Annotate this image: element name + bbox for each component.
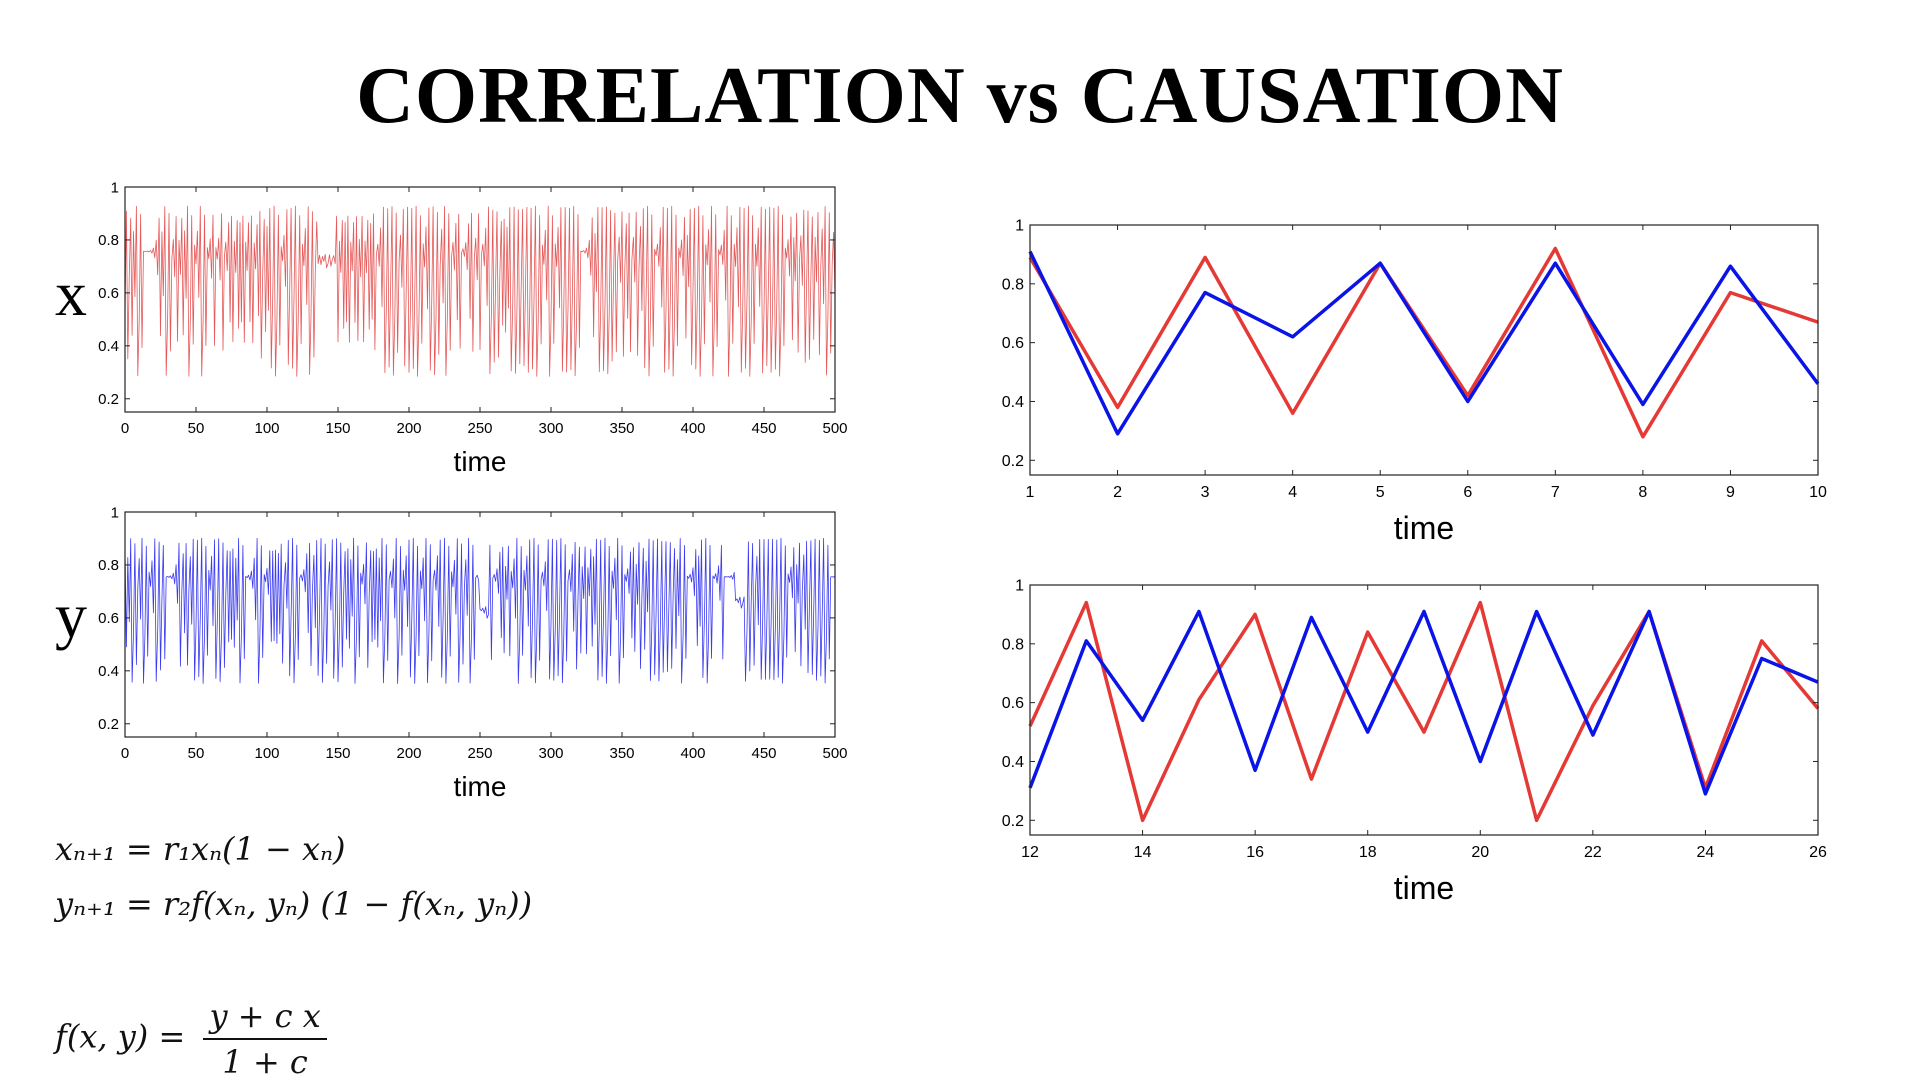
equation-f-numerator: y + c x (203, 1000, 327, 1040)
chart1-series-0-line (124, 537, 836, 684)
chart2-xtick-label: 9 (1726, 484, 1735, 501)
chart0-ytick-label: 0.2 (98, 391, 119, 408)
chart-zoom-1-10: 1 2 3 4 5 6 7 8 9 10 0.2 0.4 0.6 0.8 1 time (1002, 218, 1827, 546)
chart2-series-1-line (1028, 250, 1820, 436)
chart3-xtick-label: 18 (1359, 844, 1377, 861)
chart1-ytick-label: 1 (111, 504, 119, 521)
chart0-ytick-label: 1 (111, 179, 119, 196)
chart3-series-1-line (1028, 609, 1819, 796)
chart0-xtick-label: 500 (822, 420, 847, 437)
chart2-xtick-label: 1 (1026, 484, 1035, 501)
chart1-xtick-label: 300 (538, 745, 563, 762)
chart0-xtick-label: 300 (538, 420, 563, 437)
chart0-xtick-label: 0 (121, 420, 129, 437)
equation-f-denominator: 1 + c (222, 1043, 308, 1081)
chart0-xtick-label: 100 (254, 420, 279, 437)
chart1-xtick-label: 350 (609, 745, 634, 762)
chart2-xtick-label: 8 (1638, 484, 1647, 501)
x-series-label: x (55, 258, 87, 329)
chart0-xtick-label: 200 (396, 420, 421, 437)
chart2-ytick-label: 0.2 (1002, 453, 1024, 470)
chart1-xtick-label: 200 (396, 745, 421, 762)
chart1-xtick-label: 0 (121, 745, 129, 762)
chart3-axes-box (1029, 584, 1819, 836)
chart2-xlabel: time (1394, 510, 1454, 546)
page-title: CORRELATION vs CAUSATION (356, 52, 1564, 140)
chart1-xtick-label: 50 (188, 745, 205, 762)
chart3-xtick-label: 22 (1584, 844, 1602, 861)
chart0-xtick-label: 50 (188, 420, 205, 437)
chart1-xtick-label: 450 (751, 745, 776, 762)
chart1-ytick-label: 0.4 (98, 663, 119, 680)
chart1-xtick-label: 250 (467, 745, 492, 762)
chart2-axes-box (1029, 224, 1819, 476)
chart3-xtick-label: 24 (1697, 844, 1715, 861)
chart3-ytick-label: 0.6 (1002, 695, 1024, 712)
chart1-xtick-label: 400 (680, 745, 705, 762)
chart3-xtick-label: 14 (1134, 844, 1152, 861)
chart2-ytick-label: 0.8 (1002, 276, 1024, 293)
chart-y-timeseries: 0 50 100 150 200 250 300 350 400 450 500 0.2 0.4 0.6 0… (98, 504, 847, 802)
equation-f-definition: f(x, y) = y + c x 1 + c (55, 1000, 327, 1078)
chart3-ytick-label: 0.4 (1002, 754, 1024, 771)
chart0-xtick-label: 250 (467, 420, 492, 437)
chart2-ytick-label: 1 (1015, 218, 1024, 235)
chart-zoom-12-26: 12 14 16 18 20 22 24 26 0.2 0.4 0.6 0.8 1 time (1002, 578, 1827, 906)
chart3-xlabel: time (1394, 870, 1454, 906)
chart2-xtick-label: 6 (1463, 484, 1472, 501)
chart0-xtick-label: 350 (609, 420, 634, 437)
chart0-xlabel: time (454, 446, 507, 477)
chart2-xtick-label: 5 (1376, 484, 1385, 501)
chart0-xtick-label: 450 (751, 420, 776, 437)
chart2-series-0-line (1028, 246, 1819, 439)
chart0-ytick-label: 0.4 (98, 338, 119, 355)
chart3-ytick-label: 0.2 (1002, 813, 1024, 830)
equation-f-lhs: f(x, y) = (55, 1017, 186, 1056)
chart3-xtick-label: 26 (1809, 844, 1827, 861)
chart2-xtick-label: 4 (1288, 484, 1297, 501)
chart1-ytick-label: 0.8 (98, 557, 119, 574)
chart0-xtick-label: 150 (325, 420, 350, 437)
chart1-ytick-label: 0.6 (98, 610, 119, 627)
y-series-label: y (55, 580, 87, 651)
chart2-xtick-label: 10 (1809, 484, 1827, 501)
chart1-xtick-label: 150 (325, 745, 350, 762)
chart3-ytick-label: 0.8 (1002, 636, 1024, 653)
chart-x-timeseries: 0 50 100 150 200 250 300 350 400 450 500 0.2 0.4 0.6 0… (98, 179, 847, 477)
chart0-ytick-label: 0.6 (98, 285, 119, 302)
chart2-ytick-label: 0.6 (1002, 335, 1024, 352)
chart3-xtick-label: 20 (1471, 844, 1489, 861)
equation-f-fraction: y + c x 1 + c (203, 1000, 327, 1081)
chart2-xtick-label: 2 (1113, 484, 1122, 501)
equation-y-update: yₙ₊₁ = r₂f(xₙ, yₙ) (1 − f(xₙ, yₙ)) (55, 885, 533, 923)
chart3-xtick-label: 16 (1246, 844, 1264, 861)
chart1-xtick-label: 500 (822, 745, 847, 762)
chart2-xtick-label: 3 (1201, 484, 1210, 501)
chart2-ytick-label: 0.4 (1002, 394, 1024, 411)
chart1-xlabel: time (454, 771, 507, 802)
chart0-xtick-label: 400 (680, 420, 705, 437)
chart3-xtick-label: 12 (1021, 844, 1039, 861)
chart3-ytick-label: 1 (1015, 578, 1024, 595)
chart0-ytick-label: 0.8 (98, 232, 119, 249)
chart2-xtick-label: 7 (1551, 484, 1560, 501)
chart1-ytick-label: 0.2 (98, 716, 119, 733)
chart0-series-0-line (124, 205, 836, 377)
chart1-xtick-label: 100 (254, 745, 279, 762)
equation-x-update: xₙ₊₁ = r₁xₙ(1 − xₙ) (55, 830, 346, 868)
